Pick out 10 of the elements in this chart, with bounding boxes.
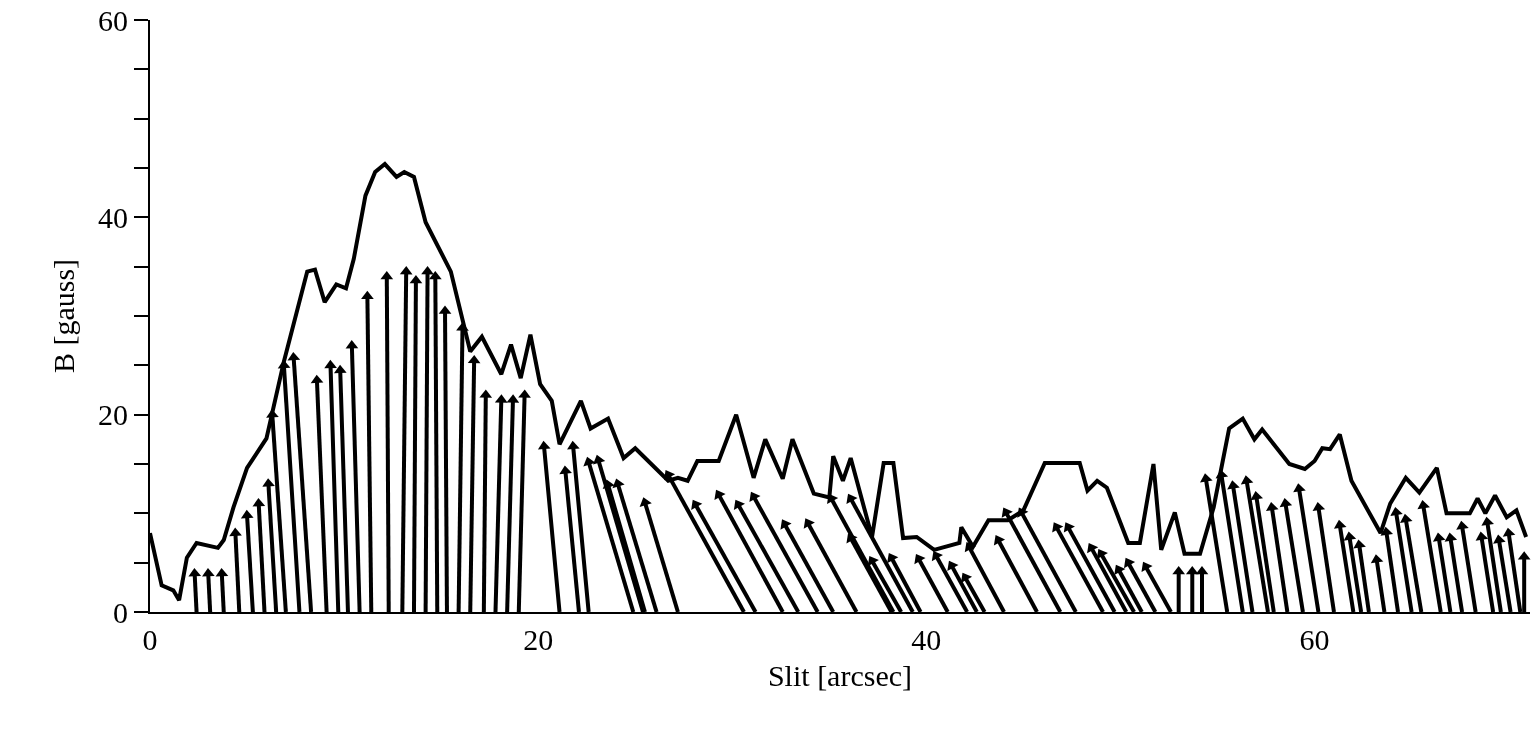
y-tick-label: 60 <box>98 3 128 37</box>
x-tick-label: 20 <box>523 623 554 656</box>
y-tick-label: 0 <box>113 595 128 629</box>
y-tick-label: 40 <box>98 200 128 234</box>
x-axis-title: Slit [arcsec] <box>767 659 913 692</box>
x-tick-label: 40 <box>911 623 942 656</box>
y-tick-label: 20 <box>98 398 128 432</box>
y-axis-title: B [gauss] <box>46 258 80 374</box>
x-tick-label: 0 <box>142 623 158 656</box>
x-tick-label: 60 <box>1299 623 1330 656</box>
